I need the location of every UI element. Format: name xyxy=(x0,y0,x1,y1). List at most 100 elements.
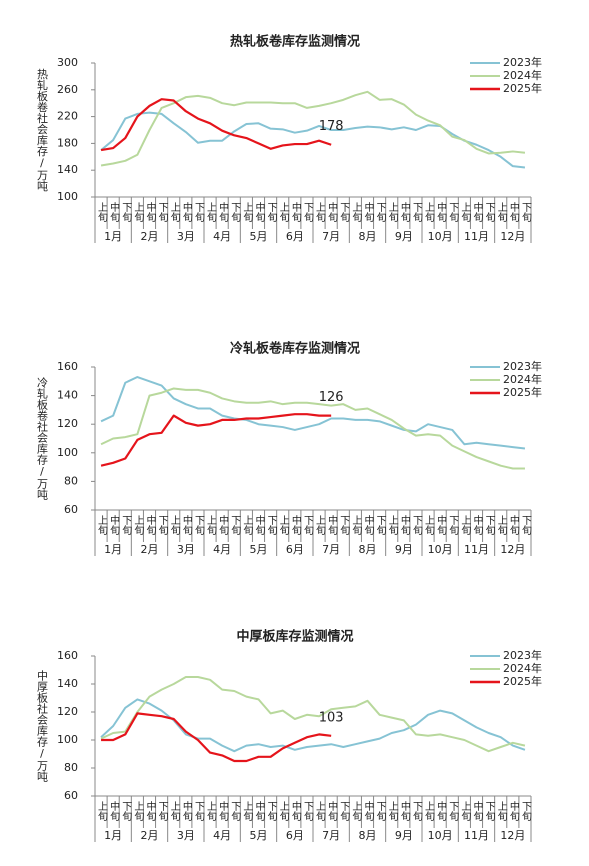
x-tick-label: 下旬 xyxy=(519,801,531,822)
x-tick-label: 上旬 xyxy=(96,801,108,822)
x-tick-label: 中旬 xyxy=(108,201,120,223)
month-label: 4月 xyxy=(213,829,231,842)
month-label: 5月 xyxy=(250,829,268,842)
month-label: 7月 xyxy=(322,543,340,556)
month-label: 11月 xyxy=(464,230,489,243)
x-tick-label: 中旬 xyxy=(398,800,410,822)
x-tick-label: 中旬 xyxy=(253,201,265,223)
x-tick-label: 下旬 xyxy=(519,515,531,536)
month-label: 8月 xyxy=(359,543,377,556)
chart-title: 中厚板库存监测情况 xyxy=(236,629,353,645)
month-label: 8月 xyxy=(359,230,377,243)
x-tick-label: 中旬 xyxy=(362,201,374,223)
x-tick-label: 中旬 xyxy=(289,800,301,822)
x-tick-label: 上旬 xyxy=(168,515,180,536)
y-tick-label: 160 xyxy=(57,649,78,662)
x-tick-label: 中旬 xyxy=(326,514,338,536)
x-tick-label: 中旬 xyxy=(435,201,447,223)
y-tick-label: 60 xyxy=(64,789,78,802)
x-tick-label: 中旬 xyxy=(471,201,483,223)
x-tick-label: 上旬 xyxy=(350,801,362,822)
x-tick-label: 中旬 xyxy=(217,514,229,536)
month-label: 6月 xyxy=(286,543,304,556)
legend-label: 2023年 xyxy=(503,648,542,662)
x-tick-label: 下旬 xyxy=(374,515,386,536)
x-tick-label: 上旬 xyxy=(459,515,471,536)
x-tick-label: 下旬 xyxy=(156,801,168,822)
series-line xyxy=(100,698,526,753)
month-label: 11月 xyxy=(464,829,489,842)
x-tick-label: 上旬 xyxy=(168,202,180,223)
x-tick-label: 上旬 xyxy=(96,515,108,536)
x-tick-label: 下旬 xyxy=(338,202,350,223)
x-tick-label: 下旬 xyxy=(265,202,277,223)
month-label: 4月 xyxy=(213,543,231,556)
x-tick-label: 中旬 xyxy=(108,800,120,822)
x-tick-label: 下旬 xyxy=(229,202,241,223)
x-tick-label: 中旬 xyxy=(362,514,374,536)
month-label: 3月 xyxy=(177,230,195,243)
series-line xyxy=(100,90,526,167)
legend-label: 2024年 xyxy=(503,68,542,82)
x-tick-label: 上旬 xyxy=(132,202,144,223)
x-tick-label: 下旬 xyxy=(120,801,132,822)
x-tick-label: 上旬 xyxy=(350,202,362,223)
data-label: 103 xyxy=(319,710,344,725)
x-tick-label: 下旬 xyxy=(229,515,241,536)
x-tick-label: 中旬 xyxy=(108,514,120,536)
x-tick-label: 下旬 xyxy=(192,515,204,536)
data-label: 178 xyxy=(319,119,344,134)
x-tick-label: 中旬 xyxy=(507,514,519,536)
x-tick-label: 上旬 xyxy=(386,515,398,536)
x-tick-label: 中旬 xyxy=(398,201,410,223)
x-tick-label: 下旬 xyxy=(301,515,313,536)
month-label: 12月 xyxy=(500,829,525,842)
x-tick-label: 上旬 xyxy=(277,202,289,223)
x-tick-label: 中旬 xyxy=(289,201,301,223)
x-tick-label: 上旬 xyxy=(386,202,398,223)
x-tick-label: 下旬 xyxy=(483,801,495,822)
series-line xyxy=(100,413,332,467)
x-tick-label: 中旬 xyxy=(398,514,410,536)
legend-label: 2024年 xyxy=(503,661,542,675)
series-line xyxy=(100,387,525,470)
legend-label: 2023年 xyxy=(503,359,542,373)
month-label: 9月 xyxy=(395,230,413,243)
y-tick-label: 100 xyxy=(57,733,78,746)
x-tick-label: 中旬 xyxy=(180,800,192,822)
x-tick-label: 中旬 xyxy=(362,800,374,822)
month-label: 10月 xyxy=(428,829,453,842)
x-tick-label: 下旬 xyxy=(120,515,132,536)
x-tick-label: 上旬 xyxy=(277,515,289,536)
month-label: 3月 xyxy=(177,543,195,556)
x-tick-label: 下旬 xyxy=(192,801,204,822)
x-tick-label: 下旬 xyxy=(338,801,350,822)
month-label: 10月 xyxy=(428,543,453,556)
y-tick-label: 140 xyxy=(57,163,78,176)
month-label: 3月 xyxy=(177,829,195,842)
x-tick-label: 上旬 xyxy=(96,202,108,223)
x-tick-label: 上旬 xyxy=(205,801,217,822)
month-label: 9月 xyxy=(395,829,413,842)
x-tick-label: 上旬 xyxy=(495,515,507,536)
y-tick-label: 180 xyxy=(57,136,78,149)
x-tick-label: 下旬 xyxy=(120,202,132,223)
x-tick-label: 下旬 xyxy=(410,202,422,223)
x-tick-label: 上旬 xyxy=(495,202,507,223)
data-label: 126 xyxy=(319,390,344,405)
x-tick-label: 中旬 xyxy=(180,514,192,536)
x-tick-label: 上旬 xyxy=(314,515,326,536)
y-tick-label: 300 xyxy=(57,56,78,69)
legend-label: 2025年 xyxy=(503,81,542,95)
x-tick-label: 上旬 xyxy=(241,801,253,822)
month-label: 6月 xyxy=(286,230,304,243)
legend-label: 2023年 xyxy=(503,55,542,69)
y-tick-label: 80 xyxy=(64,474,78,487)
series-line xyxy=(100,98,332,152)
month-label: 7月 xyxy=(322,829,340,842)
month-label: 1月 xyxy=(104,829,122,842)
x-tick-label: 上旬 xyxy=(314,202,326,223)
month-label: 11月 xyxy=(464,543,489,556)
x-tick-label: 上旬 xyxy=(423,202,435,223)
x-tick-label: 中旬 xyxy=(471,800,483,822)
